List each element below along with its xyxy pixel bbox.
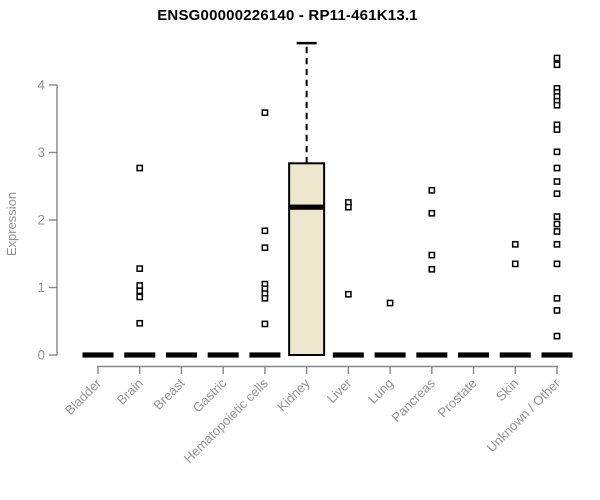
- outlier-point: [553, 294, 561, 302]
- outlier-point: [386, 299, 394, 307]
- outlier-point: [136, 287, 144, 295]
- zero-bar: [207, 352, 239, 358]
- outlier-point: [261, 320, 269, 328]
- outlier-point: [553, 101, 561, 109]
- zero-bar: [124, 352, 156, 358]
- median-line: [289, 204, 325, 210]
- outlier-point: [261, 227, 269, 235]
- outlier-point: [428, 251, 436, 259]
- outlier-point: [136, 282, 144, 289]
- outlier-point: [261, 109, 269, 117]
- y-tick-label: 1: [37, 280, 45, 295]
- zero-bar: [165, 352, 197, 358]
- x-tick-label: Skin: [493, 376, 521, 404]
- outlier-point: [261, 294, 269, 302]
- outlier-point: [511, 240, 519, 248]
- y-tick-label: 3: [37, 145, 45, 160]
- outlier-point: [136, 293, 144, 301]
- zero-bar: [499, 352, 531, 358]
- outlier-point: [345, 203, 352, 211]
- zero-bar: [374, 352, 406, 358]
- y-axis-label: Expression: [4, 192, 19, 256]
- x-tick-label: Lung: [365, 376, 396, 407]
- outlier-point: [553, 228, 561, 235]
- outlier-point: [553, 54, 561, 62]
- outlier-point: [553, 190, 561, 198]
- y-tick-label: 2: [37, 213, 45, 228]
- zero-bar: [82, 352, 114, 358]
- outlier-point: [553, 220, 561, 228]
- outlier-point: [553, 307, 561, 314]
- outlier-point: [345, 290, 352, 298]
- outlier-point: [136, 164, 144, 172]
- outlier-point: [553, 213, 561, 220]
- zero-bar: [458, 352, 490, 358]
- outlier-point: [428, 265, 436, 273]
- outlier-point: [136, 265, 144, 272]
- zero-bar: [416, 352, 448, 358]
- zero-bar: [541, 352, 573, 358]
- x-tick-label: Unknown / Other: [484, 375, 564, 455]
- chart-title: ENSG00000226140 - RP11-461K13.1: [157, 7, 418, 24]
- outlier-point: [553, 148, 561, 156]
- outlier-point: [553, 260, 561, 268]
- x-tick-label: Brain: [114, 376, 146, 408]
- box: [288, 162, 326, 356]
- outlier-point: [261, 244, 269, 252]
- x-tick-label: Pancreas: [388, 375, 438, 425]
- outlier-point: [511, 260, 519, 268]
- outlier-point: [553, 332, 561, 340]
- zero-bar: [249, 352, 281, 358]
- x-tick-label: Gastric: [190, 375, 230, 415]
- outlier-point: [553, 240, 561, 248]
- outlier-point: [428, 209, 436, 217]
- outlier-point: [553, 178, 561, 185]
- outlier-point: [553, 164, 561, 172]
- outlier-point: [428, 186, 436, 194]
- x-tick-label: Bladder: [62, 375, 105, 418]
- x-tick-label: Liver: [324, 375, 355, 406]
- x-tick-label: Breast: [150, 375, 187, 412]
- x-tick-label: Prostate: [435, 376, 480, 421]
- y-tick-label: 4: [37, 78, 45, 93]
- x-tick-label: Kidney: [274, 375, 313, 414]
- zero-bar: [332, 352, 364, 358]
- outlier-point: [136, 319, 144, 327]
- y-tick-label: 0: [37, 348, 45, 363]
- outlier-point: [553, 61, 561, 69]
- outlier-point: [553, 126, 561, 133]
